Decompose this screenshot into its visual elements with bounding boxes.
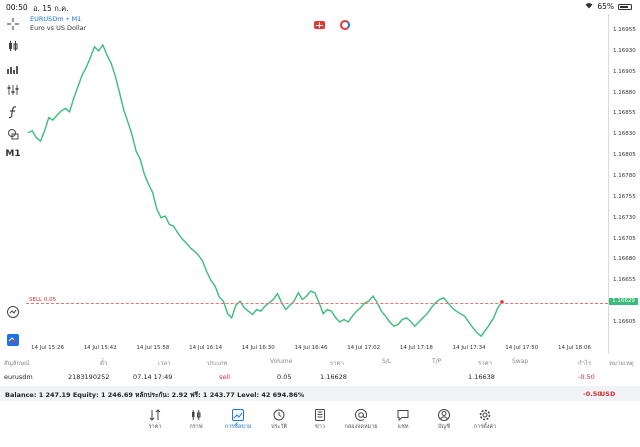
price-tick-label: 1.16905	[613, 68, 636, 75]
balance-bar: Balance: 1 247.19 Equity: 1 246.69 หลักป…	[0, 386, 640, 401]
header-open-price: ราคา	[330, 360, 344, 367]
header-ticket: ตั๋ว	[100, 360, 108, 367]
battery-percent: 65%	[597, 2, 614, 11]
indicators-icon[interactable]	[4, 82, 22, 98]
time-tick-label: 14 Jul 18:06	[558, 345, 591, 351]
price-axis: 1.16955 1.16930 1.16905 1.16880 1.16855 1.168…	[608, 14, 640, 354]
total-profit: -0.50	[583, 390, 602, 398]
nav-mailbox[interactable]: กล่องจดหมาย	[343, 409, 379, 431]
status-bar: 00:50 อ. 15 ก.ค. 65%	[0, 0, 640, 14]
price-tick-label: 1.16655	[613, 277, 636, 284]
trade-panel-icon[interactable]	[4, 332, 22, 348]
balance-summary: Balance: 1 247.19 Equity: 1 246.69 หลักป…	[5, 391, 305, 399]
timeframe-button[interactable]: M1	[4, 146, 22, 162]
nav-chart[interactable]: กราฟ	[178, 409, 214, 431]
current-price-box: 1.16629	[609, 298, 638, 306]
header-comment: หมายเหตุ	[609, 360, 634, 367]
price-tick-label: 1.16780	[613, 173, 636, 179]
orders-header: สัญลักษณ์ ตั๋ว เวลา ประเภท Volume ราคา S…	[0, 355, 640, 367]
symbol-title[interactable]: EURUSDm • M1	[30, 15, 82, 23]
time-tick-label: 14 Jul 17:18	[399, 345, 433, 351]
bottom-navigation: ราคา กราฟ การซื้อขาย ประวัติ ข่าว กล่องจ…	[0, 401, 640, 447]
nav-news[interactable]: ข่าว	[302, 409, 338, 431]
time-tick-label: 14 Jul 15:26	[31, 345, 64, 351]
time-tick-label: 14 Jul 16:14	[189, 345, 223, 351]
sell-order-line[interactable]	[26, 302, 608, 304]
order-profit: -0.50	[578, 373, 595, 381]
header-type: ประเภท	[207, 360, 228, 367]
price-tick-label: 1.16805	[613, 152, 636, 159]
mailbox-icon	[355, 409, 367, 421]
price-tick-label: 1.16830	[613, 131, 636, 138]
wifi-icon	[585, 2, 593, 11]
nav-account[interactable]: บัญชี	[426, 409, 462, 431]
time-tick-label: 14 Jul 15:58	[136, 345, 170, 351]
chart-toolbar: M1	[0, 14, 26, 354]
volume-bars-icon[interactable]	[4, 60, 22, 76]
price-tick-label: 1.16955	[613, 27, 636, 33]
price-tick-label: 1.16705	[613, 235, 636, 242]
nav-quotes[interactable]: ราคา	[137, 409, 173, 431]
status-time: 00:50	[6, 3, 28, 12]
time-tick-label: 14 Jul 15:42	[83, 345, 117, 351]
time-tick-label: 14 Jul 17:50	[505, 345, 539, 351]
order-volume: 0.05	[277, 373, 292, 381]
sell-order-label: SELL 0.05	[29, 296, 57, 303]
price-tick-label: 1.16755	[613, 193, 636, 200]
table-row[interactable]: eurusdm 2183190252 07.14 17:49 sell 0.05…	[0, 371, 640, 383]
function-icon[interactable]	[4, 104, 22, 120]
history-icon	[273, 409, 285, 421]
nav-chat[interactable]: แชท	[385, 409, 421, 431]
order-symbol: eurusdm	[4, 373, 33, 381]
news-icon	[315, 409, 325, 421]
trade-icon	[232, 409, 244, 421]
header-current-price: ราคา	[478, 360, 492, 367]
symbol-description: Euro vs US Dollar	[30, 24, 87, 32]
header-symbol: สัญลักษณ์	[4, 360, 30, 367]
price-tick-label: 1.16880	[613, 89, 636, 96]
crosshair-icon[interactable]	[4, 16, 22, 32]
price-tick-label: 1.16605	[613, 319, 636, 325]
header-time: เวลา	[158, 360, 171, 367]
candlestick-icon[interactable]	[4, 38, 22, 54]
one-click-trading-icon[interactable]	[4, 304, 22, 320]
price-tick-label: 1.16855	[613, 110, 636, 117]
order-type: sell	[219, 373, 230, 381]
time-tick-label: 14 Jul 16:30	[241, 345, 275, 351]
time-tick-label: 14 Jul 16:46	[294, 345, 328, 351]
order-open-price: 1.16628	[320, 373, 347, 381]
quotes-icon	[149, 409, 161, 421]
price-tick-label: 1.16930	[613, 47, 636, 54]
header-sl: S/L	[382, 358, 392, 365]
chat-icon	[397, 410, 409, 421]
new-order-icon[interactable]	[314, 21, 325, 29]
status-date: อ. 15 ก.ค.	[33, 4, 69, 13]
nav-settings[interactable]: การตั้งค่า	[467, 409, 503, 431]
price-tick-label: 1.16680	[613, 256, 636, 263]
header-swap: Swap	[512, 358, 529, 365]
shapes-icon[interactable]	[4, 126, 22, 142]
order-ticket: 2183190252	[68, 373, 110, 381]
price-tick-label: 1.16730	[613, 214, 636, 221]
order-current-price: 1.16638	[468, 373, 495, 381]
status-right: 65%	[585, 2, 632, 11]
account-icon	[438, 409, 450, 421]
header-volume: Volume	[270, 358, 293, 365]
nav-trade[interactable]: การซื้อขาย	[220, 409, 256, 431]
time-tick-label: 14 Jul 17:02	[347, 345, 381, 351]
nav-history[interactable]: ประวัติ	[261, 409, 297, 431]
header-profit: กำไร	[578, 360, 592, 367]
time-tick-label: 14 Jul 17:34	[452, 345, 486, 351]
battery-icon	[618, 3, 632, 10]
header-tp: T/P	[432, 358, 442, 365]
chart-icon	[192, 410, 201, 420]
timeframe-label: M1	[5, 149, 21, 159]
signal-icon[interactable]	[340, 20, 350, 30]
price-series-line	[27, 43, 503, 338]
account-currency: USD	[600, 390, 616, 398]
order-time: 07.14 17:49	[133, 373, 173, 381]
settings-icon	[479, 409, 491, 421]
